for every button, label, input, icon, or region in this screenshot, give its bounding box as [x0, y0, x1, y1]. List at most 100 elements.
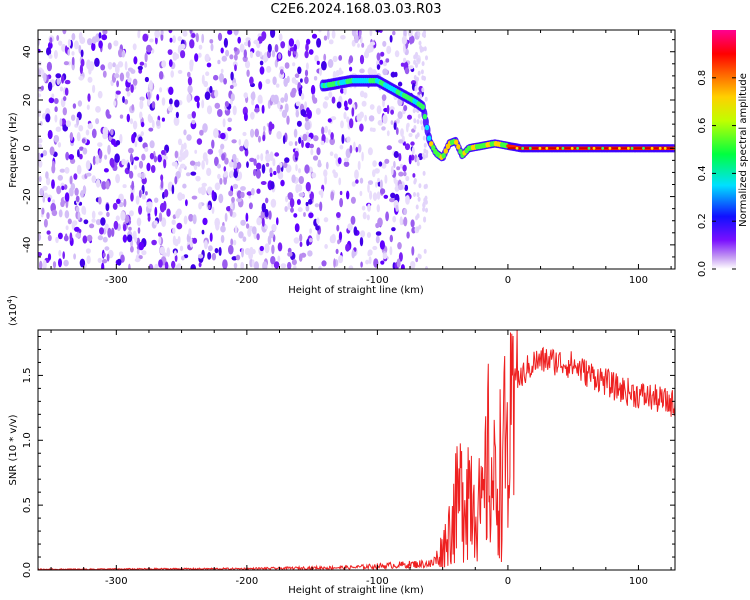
spectrogram-ridge-core	[426, 135, 432, 142]
spectrogram-speckle	[349, 118, 354, 129]
spectrogram-speckle	[95, 155, 100, 165]
spectrogram-speckle	[69, 232, 73, 242]
spectrogram-speckle	[367, 183, 370, 193]
spectrogram-speckle	[415, 63, 418, 68]
spectrogram-speckle	[235, 254, 241, 261]
spectrogram-speckle	[331, 96, 336, 104]
spectrogram-speckle	[366, 44, 372, 54]
spectrogram-speckle	[343, 111, 347, 120]
spectrogram-speckle	[351, 249, 355, 259]
spectrogram-speckle	[219, 177, 223, 185]
spectrogram-speckle	[41, 207, 45, 215]
spectrogram-speckle	[280, 263, 287, 269]
spectrogram-speckle	[240, 261, 245, 269]
spectrogram-speckle	[195, 33, 199, 43]
spectrogram-ridge-dot	[587, 146, 591, 150]
spectrogram-speckle	[242, 236, 247, 242]
spectrogram-speckle	[247, 40, 251, 48]
spectrogram-speckle	[319, 201, 323, 212]
spectrogram-speckle	[411, 246, 415, 256]
spectrogram-speckle	[384, 158, 390, 164]
spectrogram-speckle	[89, 223, 95, 229]
spectrogram-speckle	[203, 80, 209, 88]
spectrogram-speckle	[153, 220, 158, 226]
spectrogram-speckle	[413, 192, 416, 197]
spectrogram-speckle	[82, 235, 88, 244]
spectrogram-speckle	[175, 53, 180, 59]
spectrogram-speckle	[316, 217, 320, 225]
spectrogram-speckle	[151, 101, 156, 109]
spectrogram-x-tick-label: -100	[366, 275, 389, 286]
spectrogram-speckle	[135, 195, 140, 205]
spectrogram-speckle	[43, 72, 47, 83]
spectrogram-speckle	[230, 238, 234, 246]
spectrogram-speckle	[77, 100, 83, 107]
spectrogram-speckle	[132, 78, 138, 87]
spectrogram-speckle	[195, 175, 201, 182]
spectrogram-speckle	[67, 39, 71, 47]
spectrogram-speckle	[262, 134, 266, 142]
spectrogram-speckle	[175, 111, 179, 119]
spectrogram-speckle	[421, 75, 425, 81]
spectrogram-speckle	[38, 152, 41, 162]
spectrogram-speckle	[308, 49, 314, 55]
spectrogram-speckle	[293, 237, 300, 244]
spectrogram-speckle	[375, 30, 381, 33]
spectrogram-speckle	[214, 156, 219, 167]
spectrogram-speckle	[367, 203, 371, 212]
spectrogram-speckle	[140, 172, 145, 180]
spectrogram-speckle	[345, 243, 350, 252]
spectrogram-speckle	[70, 183, 76, 191]
spectrogram-speckle	[218, 246, 222, 256]
spectrogram-speckle	[85, 248, 91, 254]
spectrogram-speckle	[132, 43, 137, 51]
spectrogram-speckle	[417, 113, 421, 119]
spectrogram-speckle	[416, 119, 420, 125]
spectrogram-speckle	[214, 102, 221, 109]
spectrogram-speckle	[83, 219, 89, 225]
spectrogram-speckle	[52, 261, 57, 269]
spectrogram-speckle	[56, 77, 61, 85]
spectrogram-speckle	[381, 162, 387, 169]
spectrogram-speckle	[416, 161, 420, 167]
spectrogram-speckle	[111, 227, 115, 237]
spectrogram-speckle	[323, 217, 329, 223]
spectrogram-speckle	[294, 80, 299, 85]
spectrogram-speckle	[150, 165, 156, 173]
spectrogram-speckle	[161, 150, 166, 155]
spectrogram-speckle	[223, 37, 228, 48]
spectrogram-speckle	[191, 111, 196, 119]
spectrogram-speckle	[46, 212, 50, 220]
spectrogram-speckle	[205, 71, 210, 76]
spectrogram-speckle	[244, 60, 251, 69]
spectrogram-speckle	[341, 134, 345, 144]
spectrogram-speckle	[256, 233, 260, 241]
spectrogram-speckle	[209, 39, 214, 44]
spectrogram-speckle	[253, 169, 257, 177]
spectrogram-speckle	[175, 210, 181, 219]
spectrogram-ridge-dot	[592, 146, 596, 150]
spectrogram-speckle	[159, 246, 166, 255]
spectrogram-speckle	[403, 208, 408, 216]
spectrogram-speckle	[98, 196, 102, 205]
spectrogram-speckle	[224, 101, 229, 107]
spectrogram-speckle	[304, 50, 309, 59]
spectrogram-speckle	[328, 129, 331, 136]
spectrogram-speckle	[148, 115, 154, 123]
spectrogram-ridge-dot	[576, 146, 579, 150]
spectrogram-speckle	[417, 253, 421, 259]
spectrogram-speckle	[404, 184, 409, 192]
spectrogram-speckle	[269, 230, 274, 239]
spectrogram-speckle	[201, 33, 205, 44]
spectrogram-ridge-dot	[521, 146, 525, 150]
spectrogram-speckle	[170, 70, 174, 78]
spectrogram-speckle	[174, 254, 178, 262]
spectrogram-ridge-core	[420, 104, 425, 110]
spectrogram-speckle	[369, 30, 373, 37]
spectrogram-speckle	[295, 164, 298, 172]
spectrogram-speckle	[397, 111, 403, 120]
spectrogram-speckle	[336, 212, 341, 218]
spectrogram-speckle	[110, 138, 116, 145]
spectrogram-speckle	[384, 174, 388, 184]
spectrogram-speckle	[148, 80, 153, 90]
